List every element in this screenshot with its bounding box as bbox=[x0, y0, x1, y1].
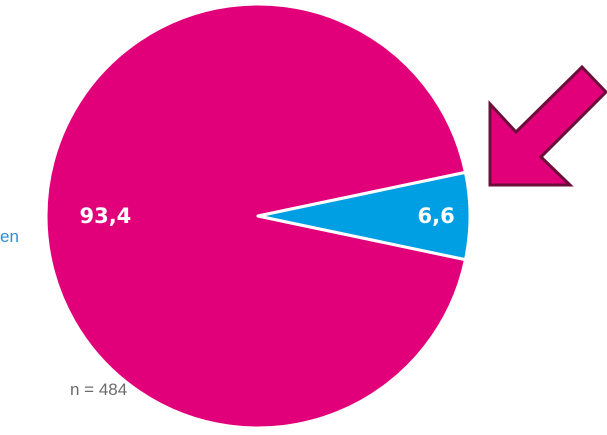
sample-size-note: n = 484 bbox=[70, 380, 128, 399]
arrow-icon bbox=[488, 64, 607, 187]
legend-text-fragment: en bbox=[0, 227, 19, 246]
slice-label-1: 93,4 bbox=[79, 204, 131, 228]
slice-labels: 93,4 6,6 bbox=[79, 204, 454, 228]
pie-slice-1 bbox=[44, 2, 467, 430]
pie-slice-2 bbox=[256, 170, 472, 262]
pie-slices bbox=[44, 2, 472, 430]
slice-label-2: 6,6 bbox=[417, 204, 454, 228]
